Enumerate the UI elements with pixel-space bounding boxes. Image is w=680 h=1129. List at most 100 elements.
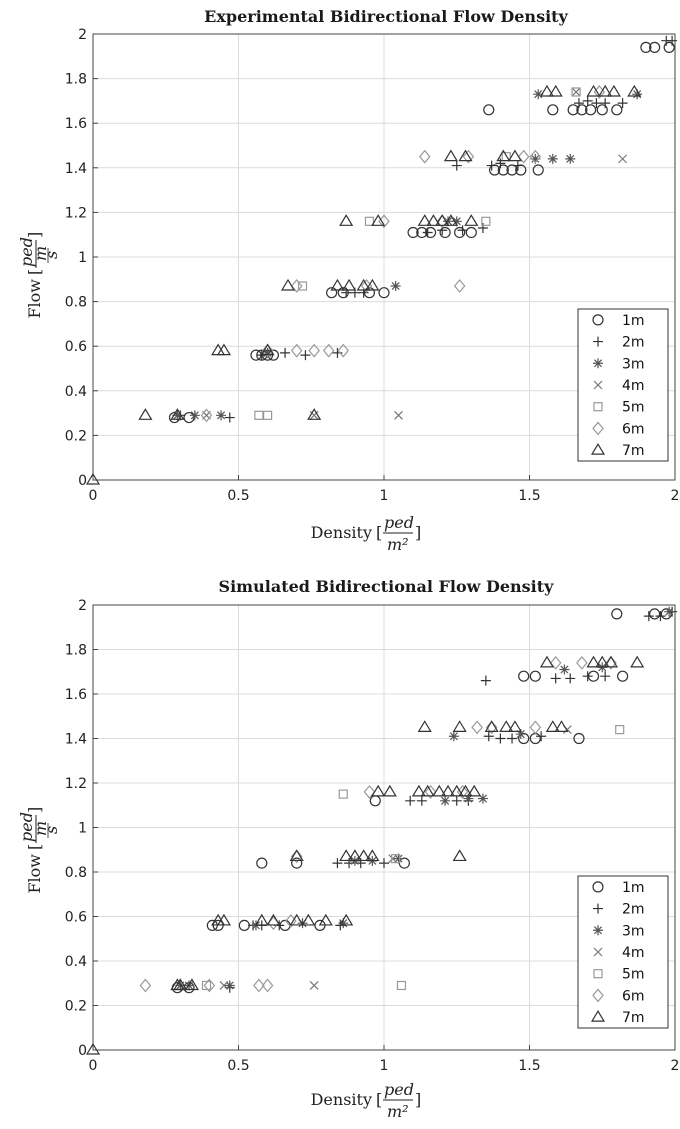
data-point-2m — [507, 733, 518, 744]
data-point-6m — [290, 849, 303, 864]
data-point-1m — [663, 41, 675, 53]
data-point-1m — [506, 164, 518, 176]
data-point-3m — [189, 410, 200, 421]
data-point-7m — [586, 84, 601, 97]
data-point-7m — [216, 343, 232, 356]
data-point-2m — [536, 731, 547, 742]
x-axis-unit-bracket-right: ] — [415, 523, 421, 542]
data-point-2m — [483, 731, 494, 742]
data-point-7m — [289, 913, 304, 926]
data-point-1m — [617, 670, 629, 682]
data-point-7m — [630, 655, 645, 668]
series-2m — [175, 35, 678, 423]
data-point-1m — [454, 226, 466, 239]
data-point-2m — [332, 858, 343, 869]
data-point-7m — [371, 784, 386, 797]
data-point-3m — [547, 153, 558, 164]
x-axis-unit-num: ped — [384, 1080, 414, 1099]
data-point-7m — [266, 913, 281, 926]
y-tick-label: 0.6 — [65, 910, 87, 926]
data-point-7m — [458, 149, 473, 162]
x-axis-label: Density — [311, 1090, 372, 1109]
y-unit-den-s: s — [42, 826, 61, 834]
data-point-5m — [338, 789, 348, 799]
data-point-7m — [443, 214, 458, 226]
data-point-1m — [573, 732, 585, 745]
data-point-5m — [254, 410, 264, 420]
y-unit-bracket-right: ] — [25, 807, 44, 813]
data-point-7m — [254, 913, 269, 926]
data-point-7m — [339, 214, 354, 226]
data-point-2m — [643, 611, 654, 622]
y-tick-label: 0.8 — [65, 865, 87, 881]
legend: 1m 2m 3m 4m 5m 6m 7m — [577, 308, 669, 462]
data-point-7m — [539, 655, 555, 668]
data-point-6m — [363, 784, 376, 799]
data-point-2m — [591, 98, 602, 109]
data-point-1m — [497, 164, 509, 176]
plot-area: 0 0.2 0.4 0.6 0.8 1 1.2 1.4 1.6 1.8 2 0 0.5 1 1.5 2 — [65, 27, 680, 504]
legend-marker-2m — [593, 903, 603, 914]
data-point-7m — [598, 84, 613, 97]
data-point-6m — [471, 720, 483, 735]
data-point-3m — [262, 347, 273, 358]
y-tick-label: 2 — [78, 598, 87, 614]
data-point-6m — [605, 655, 617, 670]
legend-label-2m: 2m — [622, 902, 645, 918]
y-axis-label-group: Flow [ ped m s ] — [17, 232, 61, 319]
data-point-3m — [463, 793, 474, 804]
legend-marker-3m — [593, 925, 603, 936]
data-point-7m — [449, 784, 464, 797]
y-tick-label: 1 — [78, 821, 87, 837]
experimental-chart-svg: Experimental Bidirectional Flow Density … — [17, 7, 680, 554]
data-point-2m — [495, 158, 506, 169]
x-axis-unit-num: ped — [384, 513, 414, 532]
data-point-7m — [301, 913, 316, 926]
y-unit-bracket-right: ] — [25, 232, 44, 238]
y-tick-label: 1.8 — [65, 643, 87, 659]
data-point-1m — [183, 411, 195, 424]
legend-marker-7m — [590, 1009, 606, 1022]
data-point-7m — [426, 214, 441, 226]
data-point-7m — [184, 978, 199, 991]
data-point-1m — [567, 104, 579, 116]
legend-label-1m: 1m — [622, 880, 645, 896]
legend-marker-3m — [593, 358, 603, 369]
data-point-2m — [422, 227, 433, 238]
data-point-6m — [203, 978, 216, 993]
y-tick-label: 0.4 — [65, 954, 87, 970]
legend-label-5m: 5m — [622, 967, 645, 983]
x-tick-label: 2 — [671, 488, 680, 504]
y-unit-bracket-left: [ — [25, 844, 44, 850]
data-point-7m — [435, 214, 450, 226]
data-point-7m — [173, 978, 188, 991]
data-point-7m — [499, 720, 514, 732]
data-point-2m — [416, 795, 427, 806]
data-point-7m — [484, 720, 499, 732]
data-point-5m — [263, 410, 273, 420]
data-point-7m — [420, 784, 435, 797]
data-point-5m — [364, 216, 375, 226]
series-5m — [254, 87, 581, 420]
data-point-3m — [530, 153, 541, 164]
data-point-7m — [452, 849, 467, 862]
legend-marker-5m — [593, 402, 603, 412]
y-tick-label: 0.6 — [65, 339, 87, 355]
data-point-3m — [632, 89, 643, 100]
data-point-2m — [224, 412, 235, 423]
data-point-7m — [496, 149, 511, 162]
x-tick-label: 1.5 — [518, 1058, 540, 1074]
data-point-6m — [253, 978, 265, 993]
data-point-7m — [603, 655, 619, 668]
data-point-2m — [280, 347, 291, 358]
data-point-7m — [452, 720, 467, 732]
data-point-3m — [390, 280, 401, 291]
legend-marker-6m — [592, 988, 604, 1003]
data-point-5m — [481, 216, 491, 226]
y-tick-label: 1.8 — [65, 72, 87, 88]
data-point-7m — [216, 913, 232, 926]
data-point-6m — [418, 149, 431, 164]
data-point-1m — [649, 41, 661, 53]
data-point-2m — [480, 675, 491, 686]
data-point-2m — [600, 671, 611, 682]
